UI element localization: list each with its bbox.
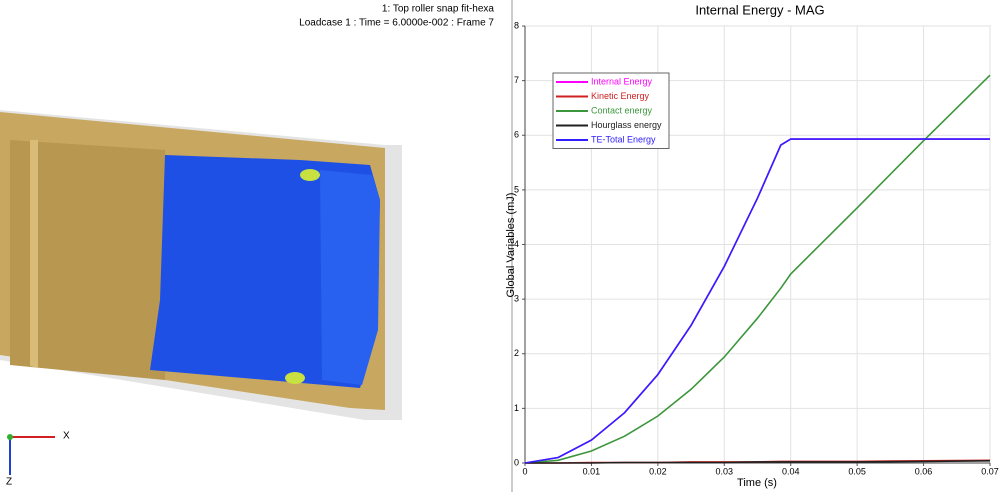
legend-label: Hourglass energy [591, 120, 662, 130]
model-title: 1: Top roller snap fit-hexa [382, 4, 495, 15]
legend-label: Kinetic Energy [591, 91, 650, 101]
y-tick-label: 3 [514, 294, 519, 304]
y-tick-label: 8 [514, 20, 519, 30]
x-tick-label: 0.03 [716, 466, 734, 476]
roller-cap [320, 170, 380, 385]
axis-label: Z [6, 477, 12, 488]
y-tick-label: 1 [514, 403, 519, 413]
legend: Internal Energy Kinetic Energy Contact ene… [552, 72, 670, 149]
chart-title: Internal Energy - MAG [695, 2, 824, 17]
x-axis-label: Time (s) [737, 477, 777, 489]
x-tick-label: 0.07 [981, 466, 999, 476]
x-tick-label: 0.06 [915, 466, 933, 476]
clip [285, 372, 305, 384]
model [0, 110, 402, 420]
tube-inner [10, 140, 165, 380]
x-tick-label: 0.02 [649, 466, 667, 476]
x-tick-label: 0 [522, 466, 527, 476]
series-line [524, 138, 990, 464]
y-tick-label: 4 [514, 239, 519, 249]
legend-label: Contact energy [591, 105, 653, 115]
y-tick-label: 5 [514, 184, 519, 194]
series-line [525, 460, 991, 464]
legend-label: Internal Energy [591, 76, 653, 86]
status: Loadcase 1 : Time = 6.0000e-002 : Frame … [299, 18, 494, 29]
y-tick-label: 6 [514, 130, 519, 140]
origin [7, 434, 13, 440]
clip [300, 169, 320, 181]
x-tick-label: 0.01 [583, 466, 601, 476]
axis-label: X [63, 431, 70, 442]
ridge [30, 140, 38, 368]
y-axis-label: Global Variables (mJ) [505, 193, 517, 298]
y-tick-label: 2 [514, 348, 519, 358]
y-tick-label: 7 [514, 75, 519, 85]
y-tick-label: 0 [514, 457, 519, 467]
series-line [524, 74, 991, 464]
x-tick-label: 0.05 [848, 466, 866, 476]
legend-label: TE-Total Energy [591, 134, 656, 144]
x-tick-label: 0.04 [782, 466, 800, 476]
axis-triad: X Z [6, 431, 70, 488]
